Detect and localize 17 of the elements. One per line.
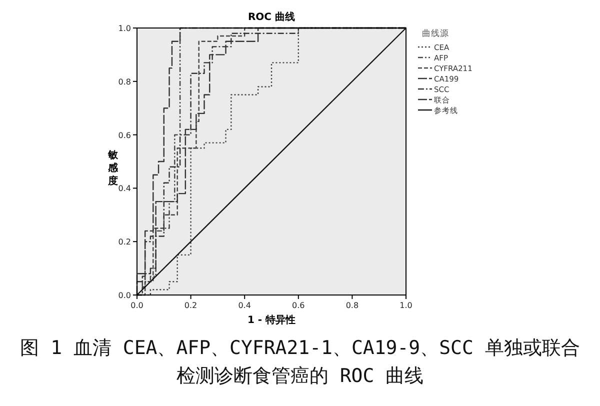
y-tick-label: 0.6 (118, 130, 131, 140)
legend-title: 曲线源 (422, 28, 449, 39)
x-tick-label: 0.0 (130, 301, 144, 310)
y-tick-label: 0.8 (118, 77, 131, 86)
y-tick-label: 1.0 (118, 24, 131, 33)
x-tick-label: 0.6 (292, 301, 305, 310)
x-tick-label: 0.8 (346, 301, 359, 310)
x-tick-label: 1.0 (400, 301, 412, 310)
y-axis-title: 敏感度 (107, 149, 119, 187)
x-tick-label: 0.4 (238, 301, 251, 310)
x-axis-title: 1 - 特异性 (247, 314, 296, 326)
chart-title: ROC 曲线 (248, 11, 296, 23)
x-tick-label: 0.2 (184, 301, 198, 310)
y-tick-label: 0.0 (118, 291, 131, 300)
y-tick-label: 0.2 (118, 238, 131, 247)
y-tick-label: 0.4 (118, 184, 131, 194)
caption: 图 1 血清 CEA、AFP、CYFRA21-1、CA19-9、SCC 单独或联合检测诊断食管癌的 ROC 曲线 (20, 336, 580, 389)
